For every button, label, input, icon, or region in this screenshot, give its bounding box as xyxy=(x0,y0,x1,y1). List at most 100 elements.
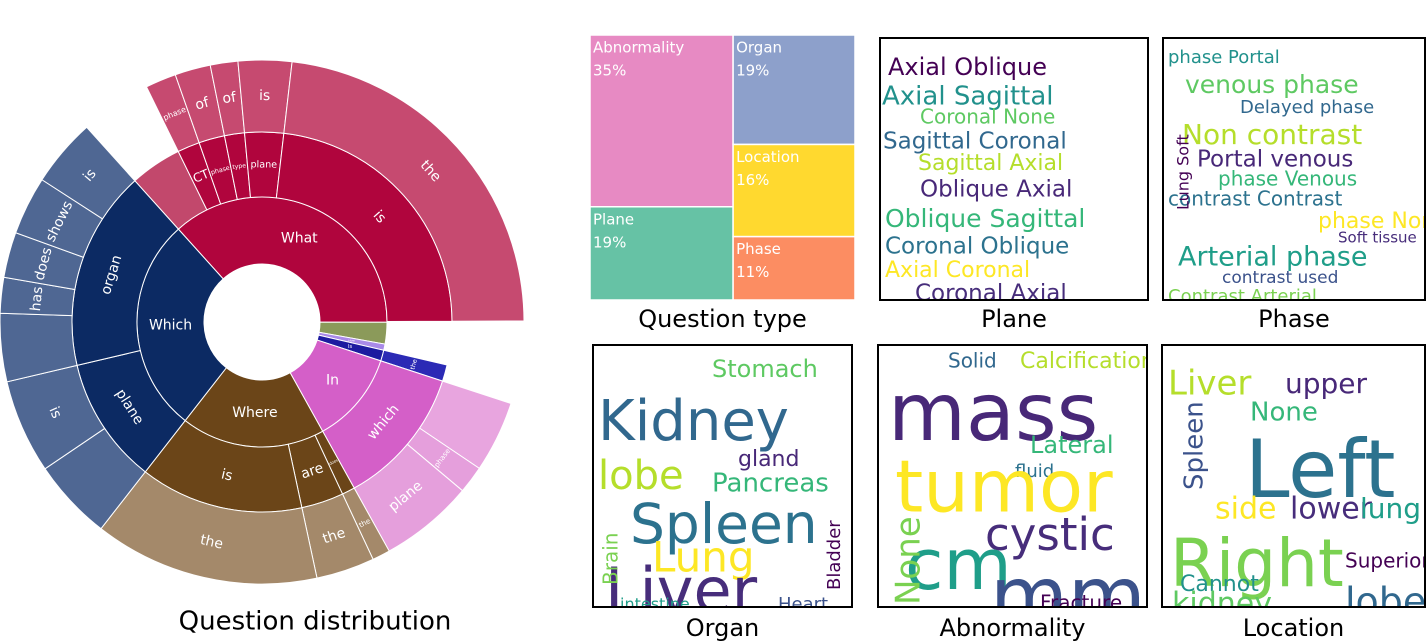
word: Oblique Axial xyxy=(920,177,1072,203)
word: Liver xyxy=(605,554,758,627)
word: tumor xyxy=(895,445,1113,529)
word: Liver xyxy=(1168,364,1251,404)
sunburst-segment xyxy=(283,61,525,322)
word: Superior xyxy=(1345,549,1428,573)
word: Contrast Arterial xyxy=(1168,286,1317,307)
tile-value: 16% xyxy=(736,171,769,189)
word: Axial Coronal xyxy=(885,258,1030,283)
chart-title: Plane xyxy=(981,305,1047,333)
word: venous phase xyxy=(1185,70,1359,99)
word: Arterial phase xyxy=(1178,242,1367,273)
word: Brain xyxy=(599,533,623,585)
tile-value: 19% xyxy=(736,62,769,80)
cloud-frame xyxy=(877,344,1148,608)
segment-label: type xyxy=(232,162,247,171)
segment-label: In xyxy=(326,372,339,388)
word: Fracture xyxy=(1040,591,1122,615)
cloud-background xyxy=(1163,38,1425,300)
word: Right xyxy=(1170,525,1344,602)
cloud-background xyxy=(878,345,1147,607)
sunburst-segment xyxy=(41,126,136,220)
chart-title: Organ xyxy=(686,614,760,642)
word: Lung xyxy=(652,533,755,582)
segment-label: are xyxy=(299,460,326,482)
word: Coronal None xyxy=(920,105,1055,129)
cloud-frame xyxy=(592,344,853,608)
cloud-frame xyxy=(879,37,1149,301)
word: Spleen xyxy=(1180,401,1210,490)
cloud-frame xyxy=(1161,344,1426,608)
segment-label: does xyxy=(328,457,339,466)
word: side xyxy=(1215,492,1276,527)
word: Pancreas xyxy=(712,469,829,499)
chart-title: Location xyxy=(1243,614,1345,642)
word: fluid xyxy=(1015,461,1054,482)
word: Coronal Axial xyxy=(915,281,1067,307)
word: kidney xyxy=(1172,587,1272,622)
cloud-background xyxy=(593,345,852,607)
tile-label: Plane xyxy=(593,210,634,228)
word: gland xyxy=(738,447,799,472)
word: Solid xyxy=(948,349,997,373)
segment-label: Is xyxy=(348,344,353,350)
word: lower xyxy=(1290,492,1373,527)
tile-value: 35% xyxy=(593,62,626,80)
chart-title: Abnormality xyxy=(939,614,1085,642)
segment-label: CT xyxy=(191,167,212,186)
segment-label: of xyxy=(194,94,212,113)
word: contrast used xyxy=(1222,268,1338,288)
chart-title: Phase xyxy=(1258,305,1330,333)
word: None xyxy=(889,516,929,605)
treemap-tile xyxy=(589,206,734,301)
word: upper xyxy=(1285,367,1368,400)
segment-label: has xyxy=(28,286,46,312)
word: lobe xyxy=(1345,580,1426,624)
word-cloud: Solid CalcificationmassLateralfluidtumorc… xyxy=(878,345,1155,615)
segment-label: is xyxy=(259,88,270,104)
segment-label: the xyxy=(199,532,225,553)
cloud-background xyxy=(1162,345,1425,607)
tile-label: Organ xyxy=(736,39,782,57)
word: None xyxy=(1250,398,1318,428)
tile-label: Location xyxy=(736,148,799,166)
word: Soft tissue xyxy=(1338,229,1417,247)
segment-label: Where xyxy=(232,405,277,421)
word: Non contrast xyxy=(1182,118,1362,151)
word: Lateral xyxy=(1030,431,1114,459)
word: Portal venous xyxy=(1197,147,1353,173)
word: cystic xyxy=(985,508,1115,561)
word: phase Portal xyxy=(1168,47,1280,68)
word: mass xyxy=(888,366,1098,459)
treemap-tile xyxy=(589,34,734,208)
word: Spleen xyxy=(630,492,818,556)
word: Calcification xyxy=(1020,349,1155,374)
segment-label: What xyxy=(281,230,318,246)
segment-label: the xyxy=(321,525,348,547)
segment-label: of xyxy=(221,89,238,107)
tile-value: 19% xyxy=(593,233,626,251)
segment-label: is xyxy=(220,466,234,484)
chart-title: Question type xyxy=(638,305,807,333)
tile-value: 11% xyxy=(736,263,769,281)
word: Sagittal Axial xyxy=(918,151,1063,176)
word: Delayed phase xyxy=(1240,97,1374,118)
word: Oblique Sagittal xyxy=(885,204,1085,233)
cloud-background xyxy=(880,38,1148,300)
word: phase Non xyxy=(1318,209,1428,234)
treemap-tile xyxy=(732,34,856,146)
chart-title: Question distribution xyxy=(179,607,452,637)
segment-label: Which xyxy=(149,317,192,333)
treemap-tile xyxy=(732,235,856,301)
word: Axial Oblique xyxy=(888,53,1047,81)
word: contrast Contrast xyxy=(1168,187,1342,211)
cloud-frame xyxy=(1162,37,1426,301)
segment-label: plane xyxy=(250,159,277,170)
word: Bladder xyxy=(824,520,845,590)
word: Axial Sagittal xyxy=(882,82,1054,112)
word: Heart xyxy=(778,594,828,615)
